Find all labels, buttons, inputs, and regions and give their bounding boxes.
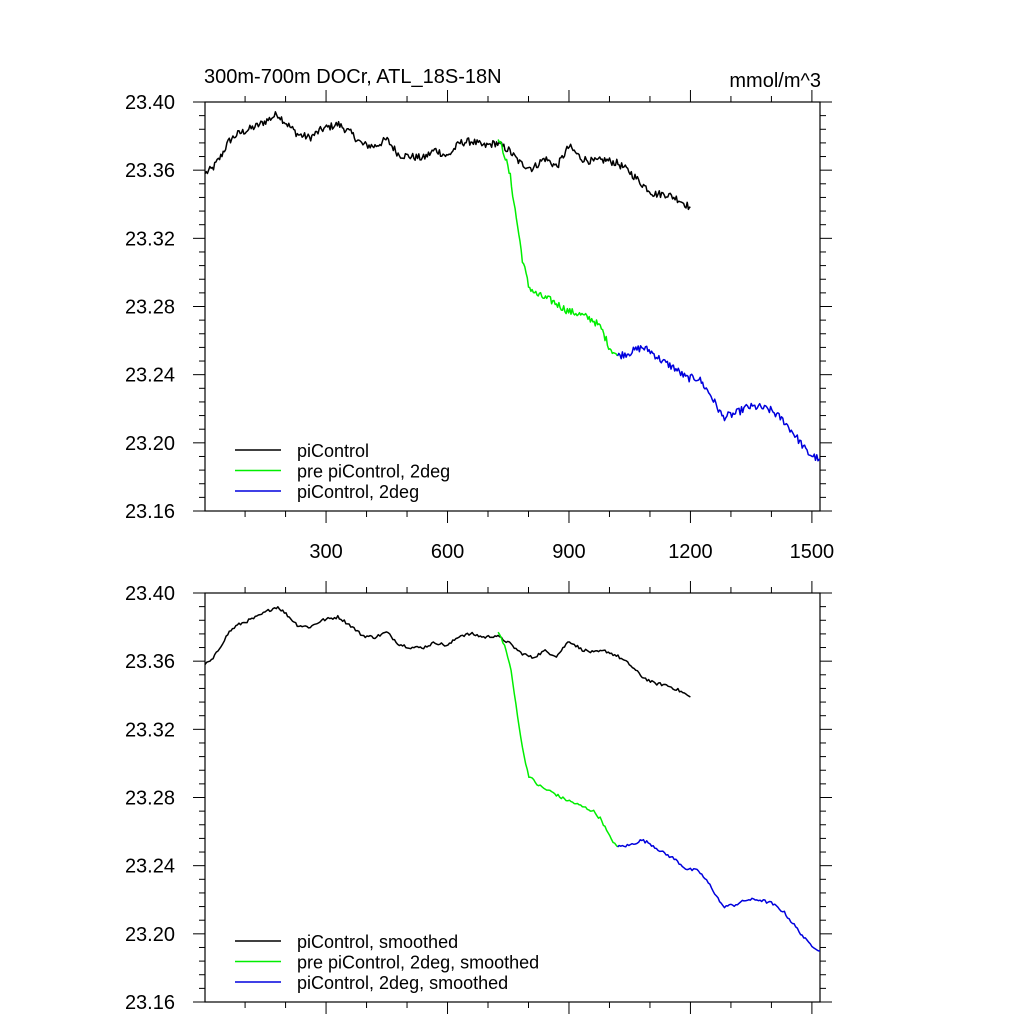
series-line (204, 606, 691, 698)
y-tick-label: 23.20 (125, 433, 175, 455)
y-tick-label: 23.40 (125, 583, 175, 605)
legend-label: piControl, smoothed (297, 932, 458, 952)
legend-label: piControl, 2deg, smoothed (297, 973, 508, 993)
x-tick-label: 1500 (790, 541, 835, 563)
y-tick-label: 23.32 (125, 228, 175, 250)
y-tick-label: 23.24 (125, 856, 175, 878)
y-tick-label: 23.16 (125, 992, 175, 1014)
y-tick-label: 23.20 (125, 924, 175, 946)
y-tick-label: 23.28 (125, 297, 175, 319)
series-line (497, 139, 619, 357)
y-tick-label: 23.24 (125, 365, 175, 387)
legend-label: pre piControl, 2deg, smoothed (297, 953, 539, 973)
y-tick-label: 23.32 (125, 719, 175, 741)
y-tick-label: 23.40 (125, 92, 175, 114)
legend-label: piControl, 2deg (297, 482, 419, 502)
series-line (617, 838, 820, 952)
top-panel: 23.16 23.20 23.24 23.28 23.32 23.36 23.40 300 60… (125, 90, 834, 563)
units-label: mmol/m^3 (729, 70, 821, 92)
x-tick-label: 300 (309, 541, 342, 563)
series-line (616, 345, 821, 462)
legend-label: piControl (297, 441, 369, 461)
x-tick-label: 600 (431, 541, 464, 563)
y-tick-label: 23.28 (125, 788, 175, 810)
y-tick-label: 23.36 (125, 160, 175, 182)
y-tick-label: 23.36 (125, 651, 175, 673)
bottom-panel: 23.16 23.20 23.24 23.28 23.32 23.36 23.40 piCon… (125, 581, 832, 1014)
series-line (204, 111, 691, 211)
series-line (497, 631, 619, 848)
x-tick-label: 1200 (668, 541, 713, 563)
y-tick-label: 23.16 (125, 501, 175, 523)
x-tick-label: 900 (552, 541, 585, 563)
chart-title: 300m-700m DOCr, ATL_18S-18N (204, 66, 502, 88)
legend-label: pre piControl, 2deg (297, 462, 450, 482)
